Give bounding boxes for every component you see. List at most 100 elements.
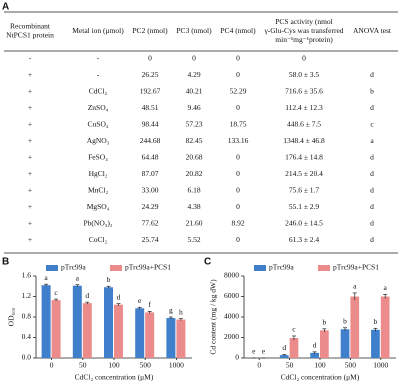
table-cell: 9.46 (187, 103, 200, 112)
bar (72, 285, 82, 358)
bar (166, 318, 176, 358)
x-tick-label: 50 (79, 361, 87, 370)
significance-letter: f (148, 300, 151, 309)
legend-swatch (318, 265, 330, 271)
table-cell: + (28, 153, 32, 162)
table-cell: d (370, 153, 374, 162)
header-line: PC4 (nmol) (220, 26, 256, 35)
table-cell: 0 (236, 235, 240, 244)
table-cell: 82.45 (186, 136, 203, 145)
table-cell: 0 (236, 169, 240, 178)
significance-letter: b (322, 318, 326, 327)
bar (371, 329, 380, 358)
table-cell: + (28, 136, 32, 145)
y-tick-label: 8000 (224, 271, 239, 280)
table-cell: 77.62 (142, 219, 159, 228)
table-cell: + (28, 87, 32, 96)
y-tick-label: 0.0 (22, 353, 32, 362)
table-cell: 18.75 (230, 120, 247, 129)
significance-letter: b (343, 316, 347, 325)
significance-letter: b (374, 317, 378, 326)
table-cell: 0 (192, 54, 196, 63)
bar (82, 303, 92, 358)
table-cell: 40.21 (186, 87, 203, 96)
bar (380, 296, 390, 358)
table-cell: 0 (148, 54, 152, 63)
x-tick-label: 50 (286, 361, 294, 370)
table-cell: a (370, 136, 374, 145)
table-cell: 176.4 ± 14.8 (285, 153, 323, 162)
table-cell: 5.52 (187, 235, 200, 244)
table-cell: - (97, 70, 100, 79)
column-header: Recombinant NtPCS1 protein (6, 21, 54, 39)
bar (135, 308, 145, 358)
column-header: PCS activity (nmol γ-Glu-Cys was transfer… (263, 17, 343, 44)
column-header: PC2 (nmol) (132, 26, 168, 35)
table-cell: 57.23 (186, 120, 203, 129)
legend-label: pTrc99a+PCS1 (125, 263, 171, 272)
header-line: Metal ion (μmol) (72, 26, 124, 35)
header-line: PCS activity (nmol (275, 17, 333, 26)
bar (310, 352, 319, 358)
header-line: NtPCS1 protein (6, 30, 54, 39)
table-cell: 0 (236, 153, 240, 162)
table-cell: 87.07 (142, 169, 159, 178)
bar (279, 355, 289, 358)
table-cell: 75.6 ± 1.7 (289, 186, 320, 195)
table-cell: 58.0 ± 3.5 (289, 70, 320, 79)
bar (320, 330, 329, 358)
table-cell: CdCl₂ (89, 87, 108, 96)
legend-label: pTrc99a (61, 263, 86, 272)
table-cell: b (370, 87, 374, 96)
table-cell: Pb(NO₃)₂ (84, 219, 113, 228)
y-tick-label: 0.4 (22, 332, 32, 341)
x-tick-label: 100 (108, 361, 120, 370)
table-cell: 52.29 (230, 87, 247, 96)
y-tick-label: 0.8 (22, 312, 32, 321)
table-cell: ZnSO₄ (88, 103, 109, 112)
table-cell: 20.68 (186, 153, 203, 162)
x-tick-label: 500 (345, 361, 357, 370)
bar (104, 287, 113, 358)
table-cell: FeSO₄ (88, 153, 108, 162)
column-header: PC4 (nmol) (220, 26, 256, 35)
table-cell: AgNO₃ (87, 136, 110, 145)
table-cell: 0 (236, 186, 240, 195)
bar (350, 296, 360, 358)
table-cell: 0 (236, 70, 240, 79)
table-cell: 448.6 ± 7.5 (287, 120, 321, 129)
table-cell: + (28, 103, 32, 112)
table-cell: 0 (236, 103, 240, 112)
table-cell: - (29, 54, 32, 63)
table-cell: 55.1 ± 2.9 (289, 202, 320, 211)
table-cell: 246.0 ± 14.5 (285, 219, 323, 228)
significance-letter: g (169, 306, 173, 315)
table-cell: + (28, 120, 32, 129)
bar (145, 312, 155, 358)
significance-letter: h (179, 307, 183, 316)
table-cell: + (28, 219, 32, 228)
table-cell: d (370, 235, 374, 244)
x-tick-label: 100 (314, 361, 326, 370)
table-cell: 133.16 (228, 136, 249, 145)
header-line: PC3 (nmol) (176, 26, 212, 35)
significance-letter: a (76, 273, 80, 282)
bar (340, 329, 350, 358)
table-cell: 4.29 (187, 70, 200, 79)
table-cell: 0 (236, 54, 240, 63)
table-cell: - (97, 54, 100, 63)
x-tick-label: 0 (257, 361, 261, 370)
significance-letter: d (282, 343, 286, 352)
legend-label: pTrc99a+PCS1 (333, 263, 379, 272)
table-cell: 4.38 (187, 202, 200, 211)
panel-label: A (2, 2, 9, 13)
y-tick-label: 6000 (224, 291, 239, 300)
table-cell: 0 (302, 54, 306, 63)
table-cell: d (370, 186, 374, 195)
header-line: min⁻¹mg⁻¹protein) (275, 35, 333, 44)
significance-letter: b (107, 275, 111, 284)
table-cell: 98.44 (142, 120, 159, 129)
x-tick-label: 1000 (169, 361, 184, 370)
table-cell: 25.74 (142, 235, 159, 244)
bar (114, 304, 123, 358)
